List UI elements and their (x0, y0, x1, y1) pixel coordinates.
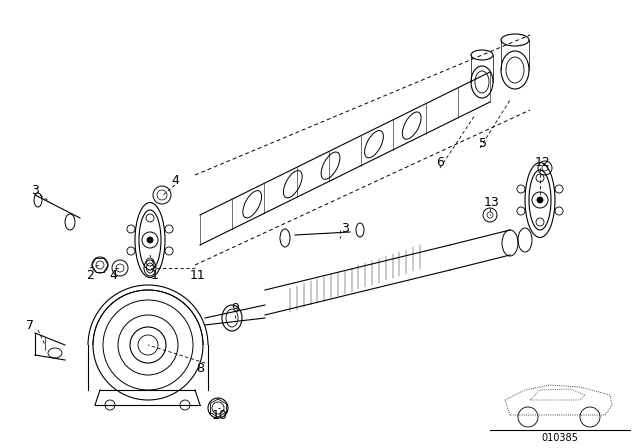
Text: 10: 10 (212, 409, 228, 422)
Text: 9: 9 (231, 302, 239, 314)
Text: 3: 3 (341, 221, 349, 234)
Text: 2: 2 (86, 268, 94, 281)
Text: 4: 4 (171, 173, 179, 186)
Text: 6: 6 (436, 155, 444, 168)
Text: 010385: 010385 (541, 433, 579, 443)
Circle shape (537, 197, 543, 203)
Text: 4: 4 (109, 268, 117, 281)
Text: 11: 11 (190, 268, 206, 281)
Text: 8: 8 (196, 362, 204, 375)
Text: 12: 12 (535, 155, 551, 168)
Text: 1: 1 (151, 268, 159, 281)
Circle shape (147, 237, 153, 243)
Text: 5: 5 (479, 137, 487, 150)
Text: 7: 7 (26, 319, 34, 332)
Text: 13: 13 (484, 195, 500, 208)
Text: 3: 3 (31, 184, 39, 197)
